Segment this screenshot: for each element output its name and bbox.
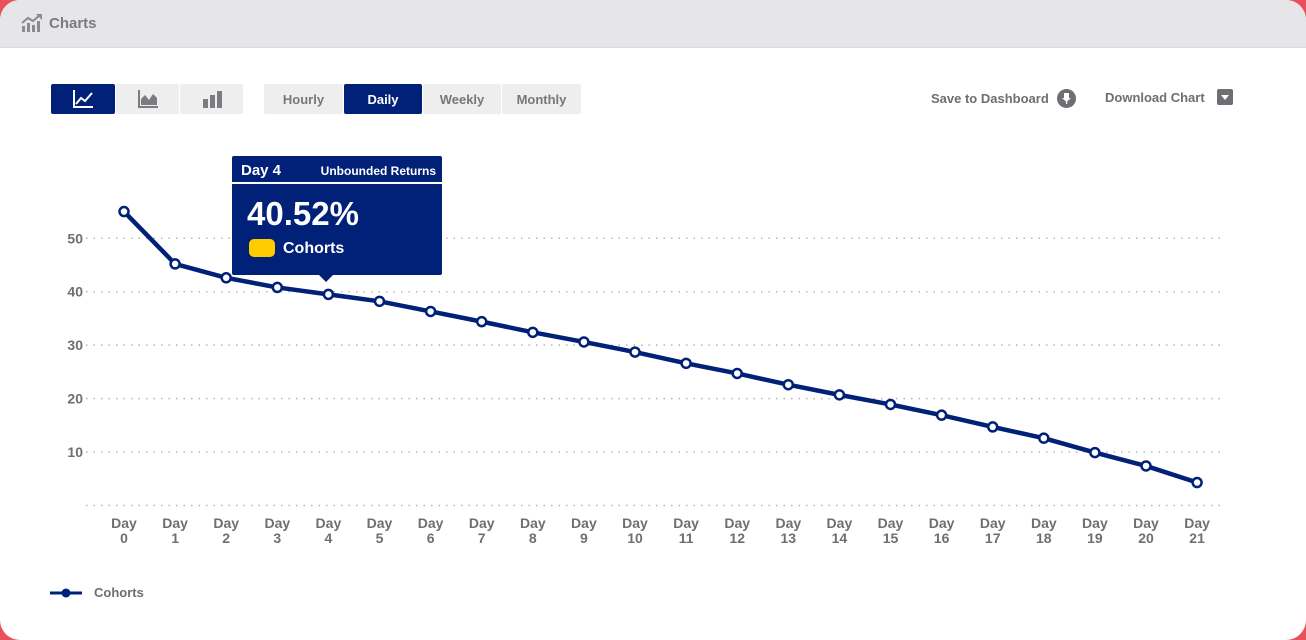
x-tick-label: Day 12 [724,515,750,546]
data-point[interactable] [782,378,795,391]
bar-chart-button[interactable] [180,84,243,114]
x-tick-label: Day 15 [878,515,904,546]
x-tick-label: Day 16 [929,515,955,546]
tooltip-series-swatch [249,239,275,257]
line-chart-button[interactable] [51,84,115,114]
period-daily-label: Daily [367,91,399,107]
x-tick-label: Day 13 [775,515,801,546]
x-tick-label: Day 1 [162,515,188,546]
data-point[interactable] [322,288,335,301]
data-point[interactable] [986,421,999,433]
chart-growth-icon [21,14,42,32]
line-chart-icon [73,90,93,108]
data-point[interactable] [884,398,897,411]
pin-icon [1056,89,1076,108]
bar-chart-icon [202,91,222,108]
tooltip-arrow [319,275,333,282]
x-tick-label: Day 9 [571,515,597,546]
data-point[interactable] [1191,476,1203,489]
y-tick-label: 10 [67,444,83,460]
period-daily-button[interactable]: Daily [344,84,422,114]
tooltip-series-name: Cohorts [283,240,345,257]
x-tick-label: Day 18 [1031,515,1057,546]
series-line-cohorts [122,209,1198,485]
data-point[interactable] [1089,446,1101,459]
legend-label-cohorts: Cohorts [94,585,144,600]
x-tick-label: Day 10 [622,515,648,546]
period-monthly-label: Monthly [516,91,567,107]
x-tick-label: Day 5 [367,515,393,546]
y-tick-label: 40 [67,284,83,300]
data-tooltip: Day 4 Unbounded Returns 40.52% Cohorts [232,156,442,282]
x-tick-label: Day 4 [316,515,342,546]
save-to-dashboard-label: Save to Dashboard [931,91,1049,106]
save-to-dashboard-button[interactable]: Save to Dashboard [931,89,1076,108]
x-tick-label: Day 7 [469,515,495,546]
x-tick-label: Day 8 [520,515,546,546]
x-tick-label: Day 14 [827,515,853,546]
x-tick-label: Day 6 [418,515,444,546]
download-chart-label: Download Chart [1105,89,1205,105]
data-point[interactable] [475,315,488,328]
period-weekly-label: Weekly [439,91,485,107]
data-point[interactable] [271,281,284,294]
download-chart-button[interactable]: Download Chart [1105,89,1233,105]
x-tick-label: Day 0 [111,515,137,546]
x-tick-label: Day 11 [673,515,699,546]
x-tick-label: Day 17 [980,515,1006,546]
area-chart-button[interactable] [116,84,179,114]
legend-line-marker-icon [50,588,82,597]
period-hourly-label: Hourly [282,91,325,107]
y-tick-label: 30 [67,337,83,353]
data-point[interactable] [935,409,948,421]
data-point[interactable] [731,367,743,380]
data-point[interactable] [680,357,692,370]
y-tick-label: 50 [67,230,83,246]
tooltip-title: Unbounded Returns [320,164,436,178]
y-tick-label: 20 [67,391,83,407]
data-point[interactable] [424,305,437,318]
data-point[interactable] [1140,460,1152,472]
x-tick-label: Day 21 [1184,515,1210,546]
data-point[interactable] [833,389,846,401]
data-point[interactable] [118,205,130,218]
data-point[interactable] [373,295,386,308]
period-hourly-button[interactable]: Hourly [264,84,343,114]
window-title: Charts [49,15,97,32]
tooltip-header: Day 4 Unbounded Returns [232,156,442,184]
chevron-down-icon [1216,89,1233,105]
data-point[interactable] [527,326,539,339]
data-point[interactable] [578,336,590,348]
chart-legend[interactable]: Cohorts [50,585,144,600]
data-point[interactable] [169,258,181,270]
data-point[interactable] [1038,432,1050,444]
period-weekly-button[interactable]: Weekly [423,84,501,114]
area-chart-icon [137,90,158,108]
title-bar: Charts [0,0,1306,48]
tooltip-day: Day 4 [241,162,282,179]
x-tick-label: Day 2 [213,515,239,546]
data-point[interactable] [629,346,641,358]
tooltip-value: 40.52% [247,195,359,232]
x-tick-label: Day 19 [1082,515,1108,546]
period-monthly-button[interactable]: Monthly [502,84,581,114]
x-tick-label: Day 20 [1133,515,1159,546]
data-point[interactable] [220,272,232,284]
x-tick-label: Day 3 [264,515,290,546]
